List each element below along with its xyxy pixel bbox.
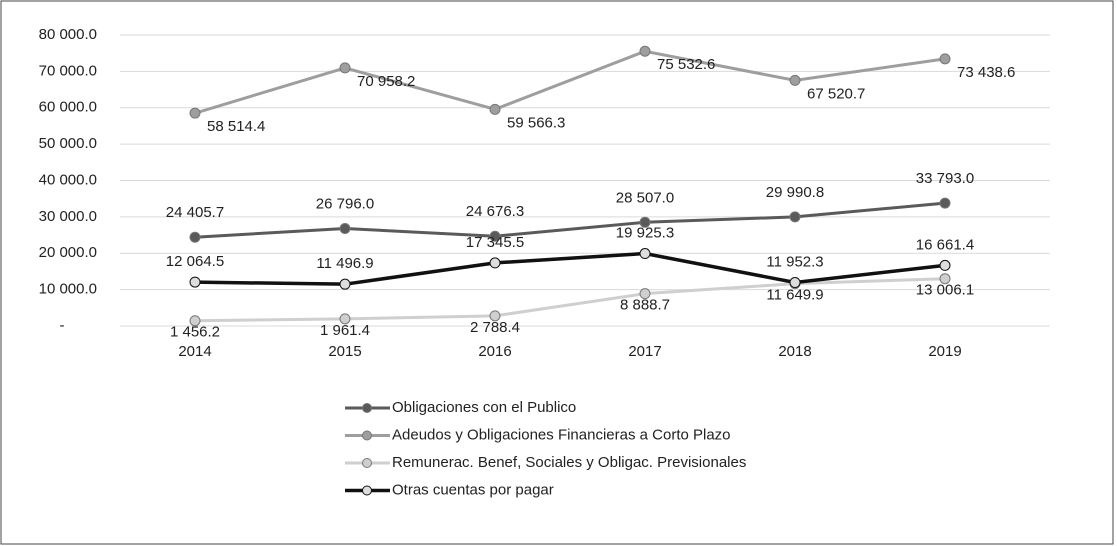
data-point [339,62,351,74]
data-label: 17 345.5 [466,234,524,251]
legend-label: Remunerac. Benef, Sociales y Obligac. Pr… [392,454,746,471]
x-tick-label: 2018 [778,343,811,360]
data-label: 8 888.7 [620,297,670,314]
data-point [489,257,501,269]
series-line [194,201,946,239]
data-label: 11 952.3 [766,253,823,270]
x-tick-label: 2015 [328,343,361,360]
data-label: 16 661.4 [916,236,974,253]
legend-label: Obligaciones con el Publico [392,399,576,416]
series-line [194,49,946,115]
data-point [939,259,951,271]
legend-marker [362,403,372,413]
y-tick-label: 60 000.0 [39,99,97,116]
y-tick-label: 40 000.0 [39,171,97,188]
data-label: 24 676.3 [466,203,524,220]
legend-marker [362,485,372,496]
data-point [939,197,951,209]
x-tick-label: 2019 [928,343,961,360]
data-point [939,53,951,65]
data-point [189,231,201,243]
data-label: 73 438.6 [957,64,1015,81]
data-point [789,74,801,86]
data-point [939,273,951,285]
legend-label: Otras cuentas por pagar [392,481,554,498]
y-tick-label: - [60,317,65,334]
data-label: 24 405.7 [166,204,224,221]
y-tick-label: 50 000.0 [39,135,97,152]
x-tick-label: 2014 [178,343,211,360]
data-point [639,45,651,57]
data-label: 11 496.9 [316,255,373,272]
data-point [339,223,351,235]
data-label: 13 006.1 [916,282,974,299]
y-tick-label: 10 000.0 [39,281,97,298]
series-line [194,277,946,323]
data-label: 33 793.0 [916,170,974,187]
y-tick-label: 30 000.0 [39,208,97,225]
data-point [639,248,651,260]
data-label: 26 796.0 [316,195,374,212]
y-tick-label: 80 000.0 [39,26,97,43]
data-point [489,230,501,242]
data-label: 70 958.2 [357,73,415,90]
y-tick-label: 20 000.0 [39,244,97,261]
series-line [194,251,946,286]
data-point [189,276,201,288]
data-point [489,310,501,322]
data-label: 28 507.0 [616,189,674,206]
data-label: 29 990.8 [766,184,824,201]
data-label: 67 520.7 [807,85,865,102]
legend-marker [362,458,372,468]
data-point [339,278,351,290]
data-label: 11 649.9 [766,287,823,304]
x-tick-label: 2017 [628,343,661,360]
y-tick-label: 70 000.0 [39,62,97,79]
data-label: 19 925.3 [616,224,674,241]
x-tick-label: 2016 [478,343,511,360]
data-label: 2 788.4 [470,319,520,336]
legend-marker [362,430,372,441]
legend-label: Adeudos y Obligaciones Financieras a Cor… [392,426,731,443]
data-point [639,216,651,228]
data-label: 59 566.3 [507,114,565,131]
data-label: 58 514.4 [207,118,265,135]
data-point [789,277,801,289]
data-point [789,211,801,223]
data-label: 1 456.2 [170,324,220,341]
data-point [339,313,351,325]
data-point [489,103,501,115]
data-point [639,288,651,300]
data-label: 12 064.5 [166,253,224,270]
data-label: 75 532.6 [657,56,715,73]
data-point [189,107,201,119]
data-point [189,315,201,327]
data-label: 1 961.4 [320,322,370,339]
